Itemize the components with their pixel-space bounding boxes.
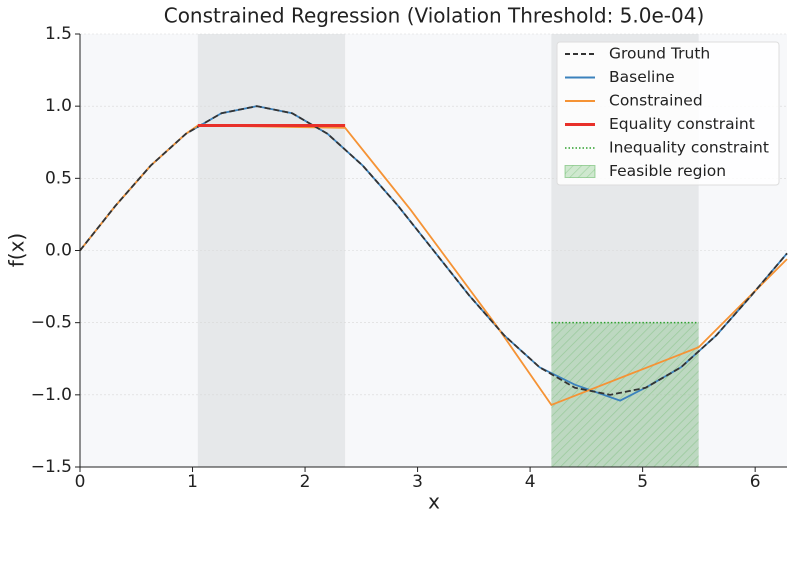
x-tick-label: 0	[75, 472, 86, 492]
x-tick-label: 4	[525, 472, 536, 492]
constraint-region	[197, 34, 346, 467]
y-tick-label: −1.5	[31, 457, 72, 477]
legend-label: Ground Truth	[609, 45, 710, 63]
legend-label: Feasible region	[609, 162, 726, 180]
legend-label: Constrained	[609, 92, 703, 110]
x-axis-label: x	[428, 490, 440, 514]
x-tick-label: 3	[412, 472, 423, 492]
x-tick-label: 2	[300, 472, 311, 492]
chart-title: Constrained Regression (Violation Thresh…	[164, 4, 705, 28]
legend-label: Baseline	[609, 68, 675, 86]
y-tick-label: −1.0	[31, 385, 72, 405]
y-tick-label: 1.0	[45, 96, 72, 116]
feasible-region	[551, 322, 699, 467]
x-tick-label: 6	[750, 472, 761, 492]
y-tick-label: 0.0	[45, 241, 72, 261]
y-tick-label: 1.5	[45, 24, 72, 44]
series-line	[79, 105, 788, 396]
legend-box	[556, 41, 780, 186]
legend-swatch	[564, 165, 596, 178]
y-tick-label: −0.5	[31, 313, 72, 333]
y-tick-label: 0.5	[45, 168, 72, 188]
x-tick-label: 1	[187, 472, 198, 492]
legend-label: Equality constraint	[609, 115, 755, 133]
x-tick-label: 5	[637, 472, 648, 492]
y-axis-label: f(x)	[5, 233, 29, 267]
legend-label: Inequality constraint	[609, 139, 769, 157]
